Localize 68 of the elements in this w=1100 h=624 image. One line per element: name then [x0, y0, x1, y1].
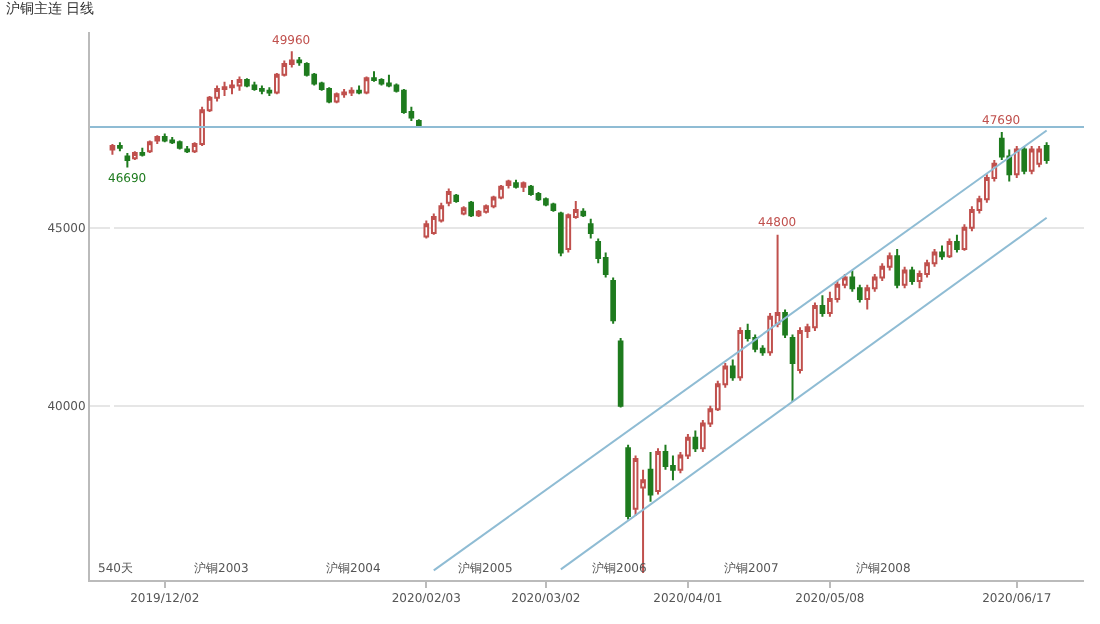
candlestick [401, 87, 407, 115]
candlestick [146, 139, 153, 154]
candlestick [139, 146, 146, 158]
candlestick [229, 79, 235, 96]
candlestick [251, 80, 258, 92]
candlestick [124, 151, 131, 169]
candlestick [356, 84, 362, 96]
candlestick [341, 87, 347, 99]
candlestick [445, 187, 452, 208]
candlestick [625, 443, 631, 521]
candlestick [326, 86, 332, 105]
candlestick [901, 265, 908, 290]
candlestick [460, 205, 467, 217]
candlestick [543, 196, 549, 208]
candlestick [954, 233, 960, 254]
candlestick [236, 75, 243, 92]
candlestick [797, 326, 803, 375]
candlestick [812, 301, 818, 332]
candlestick [729, 358, 736, 382]
candlestick [939, 244, 945, 261]
candlestick [266, 86, 273, 98]
candlestick [296, 55, 303, 67]
candlestick [513, 178, 519, 190]
candlestick [580, 207, 587, 219]
candlestick [909, 265, 915, 286]
candlestick [184, 144, 190, 154]
candlestick [483, 203, 489, 215]
candlestick [161, 132, 168, 144]
candlestick [371, 70, 377, 83]
candlestick [423, 219, 430, 240]
candlestick [169, 135, 176, 146]
candlestick [378, 77, 385, 87]
candlestick [117, 141, 123, 153]
candlestick [692, 429, 699, 453]
candlestick [827, 290, 833, 318]
candlestick [1013, 144, 1020, 179]
candlestick [505, 178, 512, 190]
candlestick [782, 308, 788, 340]
candlestick [348, 86, 355, 98]
candlestick [132, 150, 138, 162]
candlestick [154, 134, 161, 146]
candlestick [655, 447, 661, 496]
candlestick [894, 248, 900, 290]
candlestick [176, 139, 183, 151]
candlestick [244, 77, 250, 89]
candlestick [647, 450, 654, 503]
candlestick [1021, 144, 1028, 176]
candlestick [610, 276, 616, 325]
candlestick [520, 180, 527, 194]
candlestick [1036, 144, 1042, 169]
candlestick [363, 75, 370, 96]
candlestick [1043, 141, 1050, 165]
candlestick [468, 200, 474, 219]
candlestick [946, 237, 953, 259]
candlestick [528, 184, 534, 197]
candlestick [498, 184, 504, 201]
candlestick [587, 217, 594, 240]
candlestick [259, 84, 265, 96]
candlestick [558, 210, 564, 258]
candlestick [303, 61, 310, 78]
candlestick [288, 50, 295, 69]
candlestick [737, 326, 744, 382]
candlestick [221, 80, 228, 98]
candlestick [386, 73, 392, 89]
candlestick [453, 192, 460, 204]
candlestick [1028, 144, 1035, 176]
candlestick [819, 294, 826, 318]
candlestick [789, 333, 796, 404]
